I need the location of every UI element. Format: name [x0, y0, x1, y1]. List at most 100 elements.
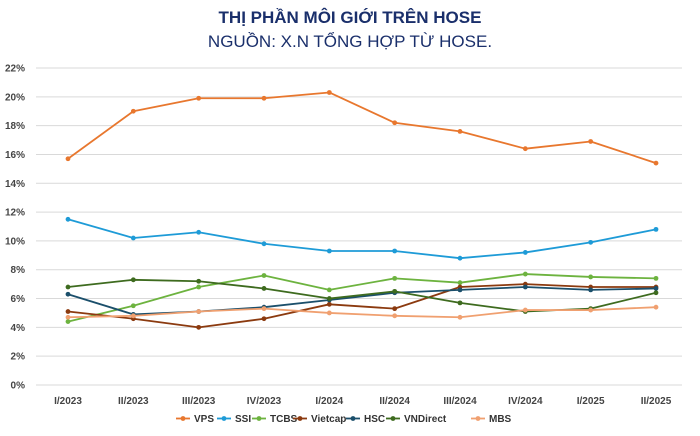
x-tick-label: III/2023 — [182, 396, 216, 407]
data-point — [588, 287, 594, 293]
data-point — [653, 160, 659, 166]
series-line — [67, 283, 656, 329]
x-tick-label: II/2024 — [379, 396, 410, 407]
data-point — [392, 313, 398, 319]
y-tick-label: 10% — [5, 236, 25, 247]
series-line — [67, 273, 657, 323]
data-point — [392, 275, 398, 281]
x-tick-label: II/2023 — [118, 396, 149, 407]
x-tick-label: I/2024 — [315, 396, 343, 407]
legend-label: VPS — [194, 414, 214, 425]
data-point — [326, 296, 332, 301]
legend-marker — [180, 416, 186, 421]
y-tick-label: 2% — [11, 352, 26, 363]
data-point — [261, 306, 267, 312]
data-point — [392, 248, 398, 254]
data-point — [326, 248, 332, 254]
y-tick-label: 16% — [5, 150, 25, 161]
series-vps — [65, 90, 659, 166]
data-point — [196, 229, 202, 235]
data-point — [653, 290, 659, 296]
y-tick-label: 20% — [5, 92, 25, 103]
series-line — [67, 218, 657, 260]
legend-label: SSI — [235, 414, 251, 425]
data-point — [196, 309, 202, 314]
legend-label: HSC — [364, 414, 385, 425]
y-axis-ticks: 0% 2% 4% 6% 8% 10% 12% 14% 16% 18% 20% 22% — [5, 64, 25, 392]
data-point — [326, 310, 332, 316]
data-point — [457, 280, 463, 286]
series-ssi — [65, 216, 659, 261]
data-point — [130, 235, 136, 241]
legend-marker — [221, 416, 227, 421]
data-point — [457, 300, 463, 306]
data-point — [588, 239, 594, 245]
data-point — [522, 284, 528, 290]
data-point — [457, 255, 463, 261]
chart-title: THỊ PHẦN MÔI GIỚI TRÊN HOSE — [218, 8, 482, 27]
series-line — [67, 91, 657, 164]
data-point — [65, 319, 71, 324]
data-point — [392, 288, 398, 294]
x-tick-label: IV/2024 — [508, 396, 543, 407]
data-point — [196, 278, 202, 284]
x-tick-label: IV/2023 — [247, 396, 282, 407]
chart-subtitle: NGUỒN: X.N TỔNG HỢP TỪ HOSE. — [207, 32, 493, 51]
data-point — [65, 216, 71, 222]
data-point — [261, 273, 267, 278]
data-point — [326, 90, 332, 95]
y-tick-label: 0% — [11, 381, 26, 392]
data-point — [457, 287, 463, 293]
data-point — [261, 316, 267, 322]
series-vndirect — [65, 277, 659, 314]
data-point — [653, 275, 659, 281]
gridlines — [36, 67, 682, 386]
y-tick-label: 22% — [5, 64, 25, 75]
data-point — [588, 139, 594, 144]
data-point — [130, 108, 136, 114]
x-tick-label: I/2025 — [577, 396, 605, 407]
series-hsc — [65, 284, 659, 317]
x-tick-label: II/2025 — [641, 396, 672, 407]
data-point — [392, 120, 398, 126]
data-point — [392, 306, 398, 312]
data-point — [261, 95, 267, 101]
data-point — [326, 287, 332, 293]
legend-marker — [475, 416, 481, 421]
series-tcbs — [65, 271, 659, 324]
y-tick-label: 6% — [11, 294, 26, 305]
data-point — [65, 156, 71, 162]
legend-item-tcbs: TCBS — [252, 414, 298, 425]
legend-item-mbs: MBS — [471, 414, 512, 425]
data-point — [522, 307, 528, 313]
legend-item-vndirect: VNDirect — [386, 414, 447, 425]
data-point — [130, 313, 136, 319]
data-point — [522, 146, 528, 152]
legend-item-vps: VPS — [176, 414, 214, 425]
x-axis-ticks: I/2023 II/2023 III/2023 IV/2023 I/2024 II/202… — [54, 396, 672, 407]
x-tick-label: III/2024 — [443, 396, 477, 407]
data-point — [522, 250, 528, 255]
y-tick-label: 4% — [11, 323, 26, 334]
data-point — [196, 324, 202, 330]
y-tick-label: 14% — [5, 179, 25, 190]
data-point — [65, 291, 71, 297]
series-mbs — [65, 304, 659, 320]
data-point — [130, 303, 136, 309]
data-point — [196, 284, 202, 290]
data-point — [457, 129, 463, 134]
legend-item-vietcap: Vietcap — [293, 414, 346, 425]
data-point — [653, 286, 659, 291]
data-point — [653, 304, 659, 310]
data-point — [588, 307, 594, 313]
legend-label: MBS — [489, 414, 512, 425]
y-tick-label: 12% — [5, 208, 25, 219]
data-point — [130, 277, 136, 283]
data-point — [261, 286, 267, 291]
legend-label: TCBS — [270, 414, 298, 425]
data-point — [196, 95, 202, 101]
legend: VPS SSI TCBS Vietcap HSC VNDirect MBS — [176, 414, 512, 425]
data-point — [65, 309, 71, 314]
legend-marker — [256, 416, 262, 421]
